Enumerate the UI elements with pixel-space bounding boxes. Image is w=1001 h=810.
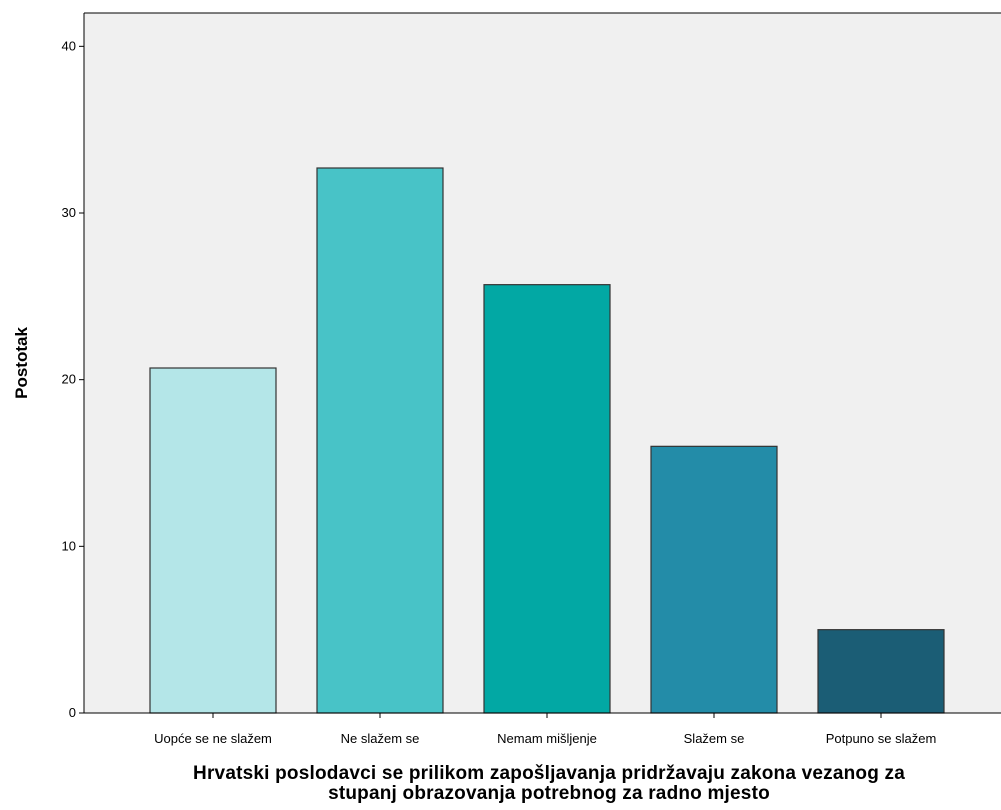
bar: [316, 167, 444, 714]
y-axis-label: Postotak: [12, 327, 31, 399]
bar: [483, 284, 611, 714]
x-tick-label: Nemam mišljenje: [497, 731, 597, 746]
y-tick-label: 0: [69, 705, 76, 720]
x-axis-label-line-1: Hrvatski poslodavci se prilikom zapošlja…: [193, 763, 905, 784]
y-tick-label: 40: [62, 38, 76, 53]
bar: [817, 629, 945, 714]
y-tick-label: 30: [62, 205, 76, 220]
x-axis-label-line-2: stupanj obrazovanja potrebnog za radno m…: [328, 783, 770, 804]
x-tick-label: Potpuno se slažem: [826, 731, 937, 746]
x-ticks-group: Uopće se ne slažem Ne slažem se Nemam mišl…: [154, 713, 936, 746]
x-tick-label: Ne slažem se: [341, 731, 420, 746]
x-tick-label: Slažem se: [684, 731, 745, 746]
bars-group: [149, 167, 945, 714]
y-tick-label: 20: [62, 372, 76, 387]
bar: [650, 445, 778, 714]
y-tick-label: 10: [62, 538, 76, 553]
bar: [149, 367, 277, 714]
y-ticks-group: 0 10 20 30 40: [62, 38, 84, 720]
x-tick-label: Uopće se ne slažem: [154, 731, 272, 746]
